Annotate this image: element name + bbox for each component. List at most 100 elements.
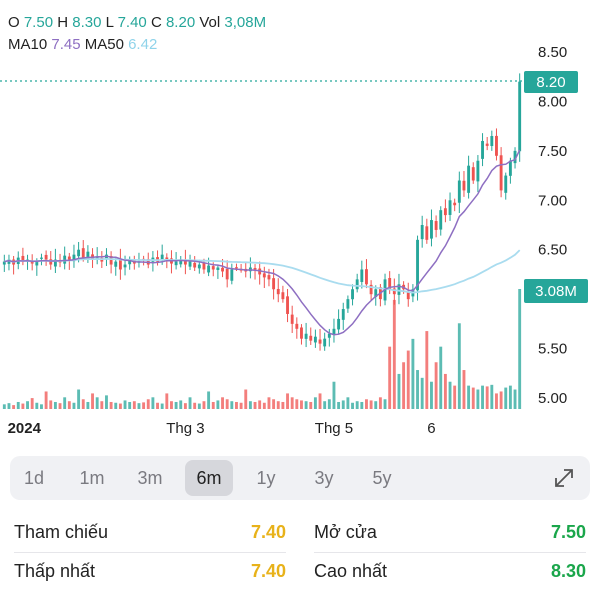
volume-bar <box>420 377 424 409</box>
volume-bar <box>21 403 25 409</box>
ohlc-header: O 7.50 H 8.30 L 7.40 C 8.20 Vol 3,08M <box>8 14 266 31</box>
period-1m-button[interactable]: 1m <box>79 468 105 488</box>
candle-body <box>179 259 183 265</box>
volume-bar <box>211 401 215 409</box>
candle-body <box>21 255 25 262</box>
period-5y-button[interactable]: 5y <box>372 468 392 488</box>
volume-bar <box>105 395 108 409</box>
volume-bar <box>490 384 494 409</box>
candle-body <box>276 288 280 295</box>
period-6m-button[interactable]: 6m <box>185 460 233 496</box>
volume-bar <box>137 403 141 409</box>
volume-bar <box>95 397 99 409</box>
candle-body <box>351 289 354 300</box>
volume-bar <box>439 346 443 409</box>
candle-body <box>40 257 43 259</box>
reference-value: 7.40 <box>250 522 286 542</box>
volume-bar <box>462 370 466 409</box>
candle-body <box>476 160 480 182</box>
volume-bar <box>397 373 401 409</box>
reference-cell: Tham chiếu 7.40 <box>14 514 286 553</box>
candle-body <box>35 261 39 266</box>
volume-bar <box>16 401 20 409</box>
volume-bar <box>327 399 331 409</box>
candle-body <box>499 155 503 191</box>
candle-body <box>197 264 201 269</box>
candle-body <box>128 259 132 265</box>
volume-bar <box>383 399 387 409</box>
volume-bar <box>86 401 90 409</box>
volume-bar <box>467 385 471 409</box>
high-value: 8.30 <box>72 14 102 31</box>
period-1d-button[interactable]: 1d <box>23 468 45 488</box>
volume-bar <box>304 401 308 409</box>
volume-bar <box>262 402 266 409</box>
volume-bar <box>30 398 34 409</box>
volume-bar <box>485 386 489 409</box>
volume-bar <box>365 399 368 409</box>
expand-icon[interactable] <box>550 464 578 492</box>
volume-bar <box>123 400 127 409</box>
volume-bar <box>392 299 396 409</box>
volume-bar <box>235 401 238 409</box>
candle-body <box>235 267 238 269</box>
volume-bar <box>481 385 484 409</box>
volume-bar <box>355 401 359 409</box>
volume-bar <box>26 401 29 409</box>
candle-body <box>174 261 178 266</box>
y-tick-label: 7.50 <box>538 143 567 160</box>
candle-body <box>49 259 53 265</box>
volume-bar <box>300 400 303 409</box>
candle-body <box>216 267 220 270</box>
candle-body <box>485 143 489 146</box>
volume-bar <box>49 400 53 409</box>
volume-bar <box>225 399 229 409</box>
moving-average-header: MA10 7.45 MA50 6.42 <box>8 36 157 53</box>
candle-body <box>388 277 392 290</box>
period-1y-button[interactable]: 1y <box>256 468 276 488</box>
volume-bar <box>44 391 48 409</box>
period-3m-button[interactable]: 3m <box>137 468 163 488</box>
volume-bar <box>286 393 289 409</box>
volume-bar <box>156 402 159 409</box>
volume-bar <box>504 387 508 409</box>
candle-body <box>202 262 206 270</box>
candle-body <box>230 269 234 281</box>
candle-body <box>77 249 81 257</box>
period-3y-button[interactable]: 3y <box>314 468 334 488</box>
candle-body <box>374 289 378 297</box>
candle-body <box>2 261 6 265</box>
candle-body <box>193 262 197 268</box>
moving-average-layer <box>4 149 521 336</box>
volume-bar <box>35 402 39 409</box>
candle-body <box>346 299 350 309</box>
candle-body <box>295 323 299 329</box>
volume-bar <box>170 401 173 409</box>
candle-body <box>481 140 484 159</box>
price-chart[interactable]: 8.50 8.00 7.50 7.00 6.50 5.50 5.00 2024 Thg 3 Th… <box>0 0 600 445</box>
candle-body <box>397 284 401 295</box>
high-price-value: 8.30 <box>550 561 586 581</box>
candle-body <box>508 160 512 176</box>
candle-body <box>286 296 289 314</box>
volume-bar <box>374 401 378 409</box>
candle-body <box>457 180 461 203</box>
volume-bar <box>142 402 146 409</box>
volume-bar <box>388 346 392 409</box>
volume-bar <box>378 397 382 409</box>
volume-bar <box>430 381 433 409</box>
candle-body <box>300 327 303 339</box>
volume-bar <box>295 399 299 409</box>
candle-body <box>123 264 127 268</box>
candle-body <box>434 221 438 230</box>
candle-body <box>262 273 266 278</box>
y-tick-label: 7.00 <box>538 192 567 209</box>
volume-bar <box>453 385 457 409</box>
volume-bar <box>248 401 252 409</box>
stats-row-2: Thấp nhất 7.40 Cao nhất 8.30 <box>14 553 586 591</box>
candle-body <box>443 208 447 216</box>
volume-label: Vol <box>199 14 221 31</box>
candle-body <box>7 259 11 264</box>
volume-bar <box>216 400 220 409</box>
candle-body <box>430 220 433 239</box>
